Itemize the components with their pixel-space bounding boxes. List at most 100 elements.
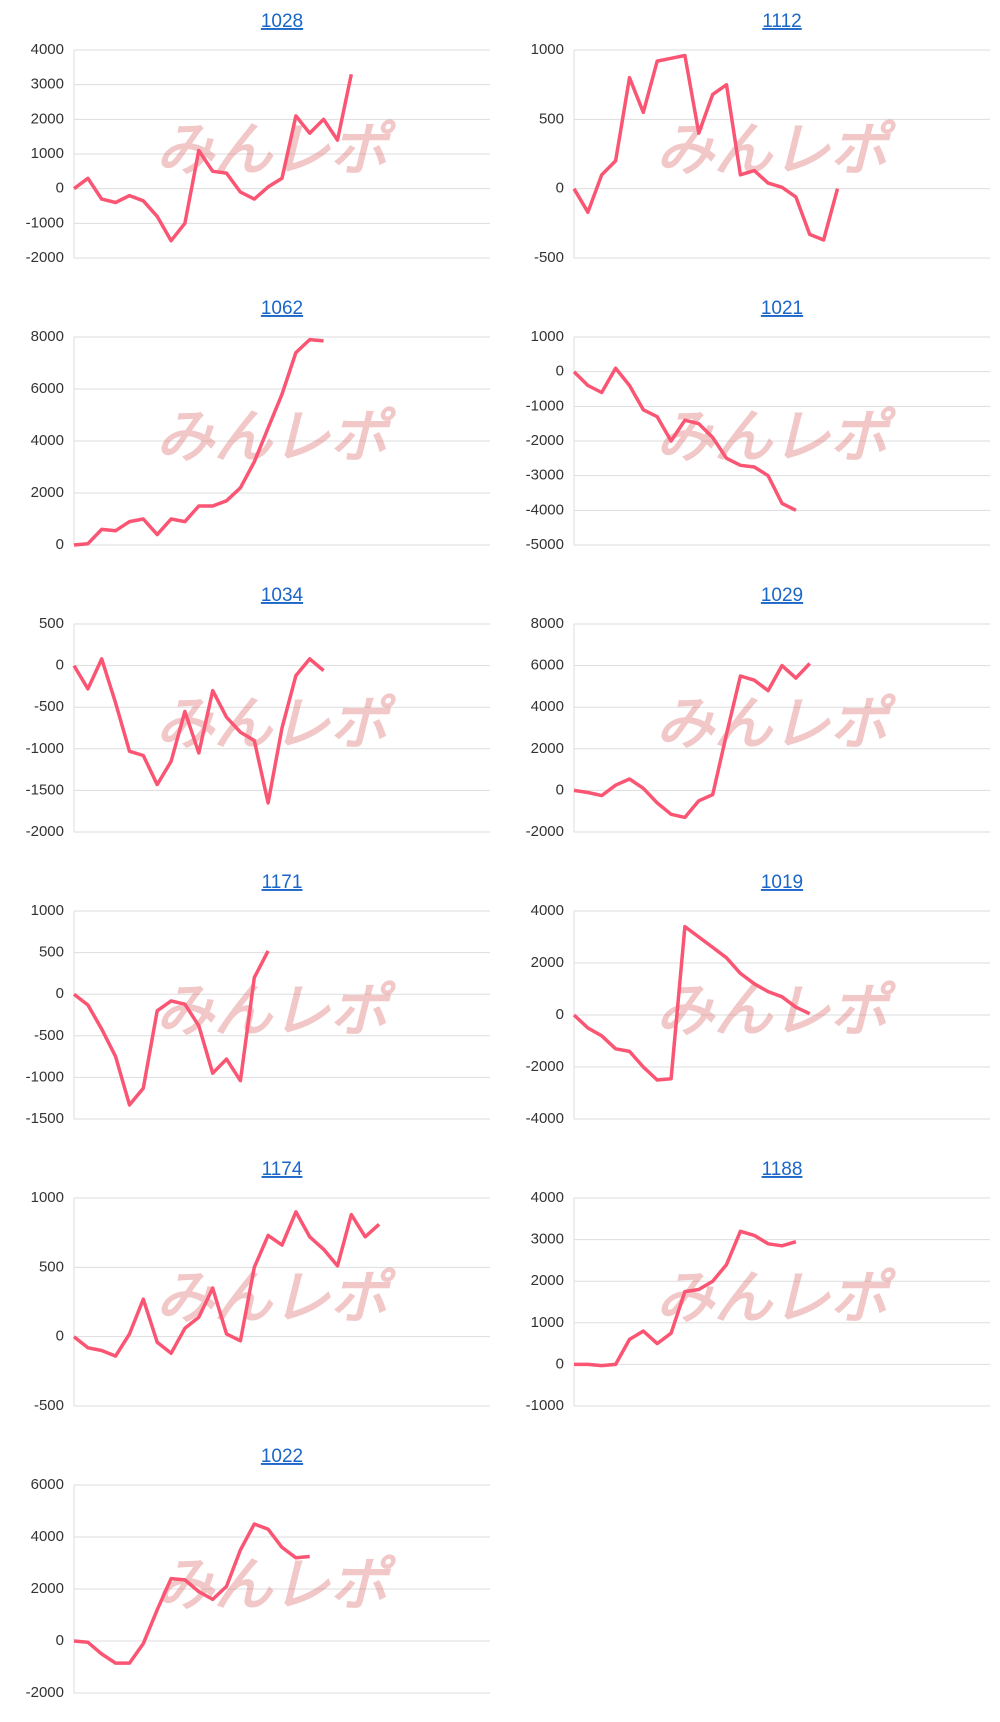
watermark: みんレポ [656,404,897,469]
y-tick-label: 0 [56,1328,64,1345]
watermark: みんレポ [156,404,397,469]
chart-title[interactable]: 1188 [762,1159,803,1180]
chart-panel: 1021 -5000 -4000 -3000 -2000 -1000 0 1000 みんレポ [526,298,990,553]
y-tick-label: 0 [556,180,564,197]
y-tick-label: -1000 [26,740,64,757]
line-series [72,1210,381,1358]
y-tick-label: 2000 [31,1580,64,1597]
y-tick-label: -3000 [526,467,564,484]
y-tick-label: -500 [34,1027,64,1044]
y-tick-label: -2000 [26,249,64,266]
line-series [72,950,270,1107]
watermark: みんレポ [656,691,897,756]
y-tick-label: -5000 [526,536,564,553]
watermark: みんレポ [156,1552,397,1617]
chart-panel: 1062 0 2000 4000 6000 8000 みんレポ [31,298,490,553]
y-tick-label: 6000 [531,657,564,674]
y-tick-label: 500 [39,1258,64,1275]
y-tick-label: 4000 [31,1528,64,1545]
y-tick-label: 1000 [531,1314,564,1331]
y-tick-label: 1000 [531,328,564,345]
y-tick-label: -1000 [26,1068,64,1085]
y-tick-label: 4000 [31,432,64,449]
y-tick-label: 2000 [531,954,564,971]
chart-title[interactable]: 1034 [261,585,304,606]
y-tick-label: 4000 [531,698,564,715]
y-tick-label: 8000 [531,615,564,632]
chart-panel: 1112 -500 0 500 1000 みんレポ [531,11,990,266]
line-series [572,366,797,512]
y-tick-label: -2000 [526,823,564,840]
y-tick-label: -1500 [26,1110,64,1127]
y-tick-label: 0 [556,781,564,798]
y-tick-label: 3000 [31,76,64,93]
chart-panel: 1188 -1000 0 1000 2000 3000 4000 みんレポ [526,1159,990,1414]
y-tick-label: 1000 [531,41,564,58]
watermark: みんレポ [156,978,397,1043]
y-tick-label: 500 [539,110,564,127]
chart-title[interactable]: 1174 [262,1159,303,1180]
y-tick-label: -1000 [526,397,564,414]
y-tick-label: 8000 [31,328,64,345]
chart-panel: 1171 -1500 -1000 -500 0 500 1000 みんレポ [26,872,490,1127]
y-tick-label: -500 [534,249,564,266]
y-tick-label: -2000 [26,823,64,840]
y-tick-label: 1000 [31,902,64,919]
watermark: みんレポ [156,691,397,756]
y-tick-label: -2000 [26,1684,64,1701]
y-tick-label: 2000 [31,110,64,127]
chart-title[interactable]: 1112 [762,11,801,32]
y-tick-label: 2000 [531,1272,564,1289]
y-tick-label: 4000 [31,41,64,58]
y-tick-label: -1000 [526,1397,564,1414]
y-tick-label: 1000 [31,1189,64,1206]
chart-title[interactable]: 1028 [261,11,303,32]
y-tick-label: -4000 [526,501,564,518]
y-tick-label: 4000 [531,1189,564,1206]
y-tick-label: 0 [56,985,64,1002]
chart-title[interactable]: 1029 [761,585,803,606]
y-tick-label: 3000 [531,1231,564,1248]
chart-title[interactable]: 1171 [262,872,303,893]
watermark: みんレポ [656,117,897,182]
y-tick-label: 0 [56,1632,64,1649]
chart-title[interactable]: 1062 [261,298,303,319]
line-series [73,1522,310,1665]
watermark: みんレポ [656,978,897,1043]
line-series [572,924,811,1082]
y-tick-label: 0 [556,1006,564,1023]
y-tick-label: 0 [56,657,64,674]
y-tick-label: 4000 [531,902,564,919]
y-tick-label: 6000 [31,1476,64,1493]
chart-title[interactable]: 1022 [261,1446,303,1467]
y-tick-label: -4000 [526,1110,564,1127]
watermark: みんレポ [156,117,397,182]
y-tick-label: -2000 [526,1058,564,1075]
y-tick-label: 0 [556,1355,564,1372]
y-tick-label: 500 [39,944,64,961]
watermark: みんレポ [656,1265,897,1330]
y-tick-label: -500 [34,1397,64,1414]
chart-panel: 1034 -2000 -1500 -1000 -500 0 500 みんレポ [26,585,490,840]
y-tick-label: 6000 [31,380,64,397]
chart-panel: 1028 -2000 -1000 0 1000 2000 3000 4000 みんレポ [26,11,490,266]
chart-title[interactable]: 1019 [761,872,803,893]
line-series [72,657,325,805]
line-series [72,73,354,243]
y-tick-label: -1500 [26,781,64,798]
y-tick-label: 500 [39,615,64,632]
chart-panel: 1019 -4000 -2000 0 2000 4000 みんレポ [526,872,990,1127]
chart-title[interactable]: 1021 [761,298,803,319]
line-series [73,337,324,547]
y-tick-label: 2000 [31,484,64,501]
y-tick-label: -500 [34,698,64,715]
y-tick-label: 0 [56,180,64,197]
line-series [573,662,811,820]
y-tick-label: 1000 [31,145,64,162]
y-tick-label: -2000 [526,432,564,449]
line-series [572,53,840,242]
chart-panel: 1029 -2000 0 2000 4000 6000 8000 みんレポ [526,585,990,840]
line-series [574,1229,797,1368]
